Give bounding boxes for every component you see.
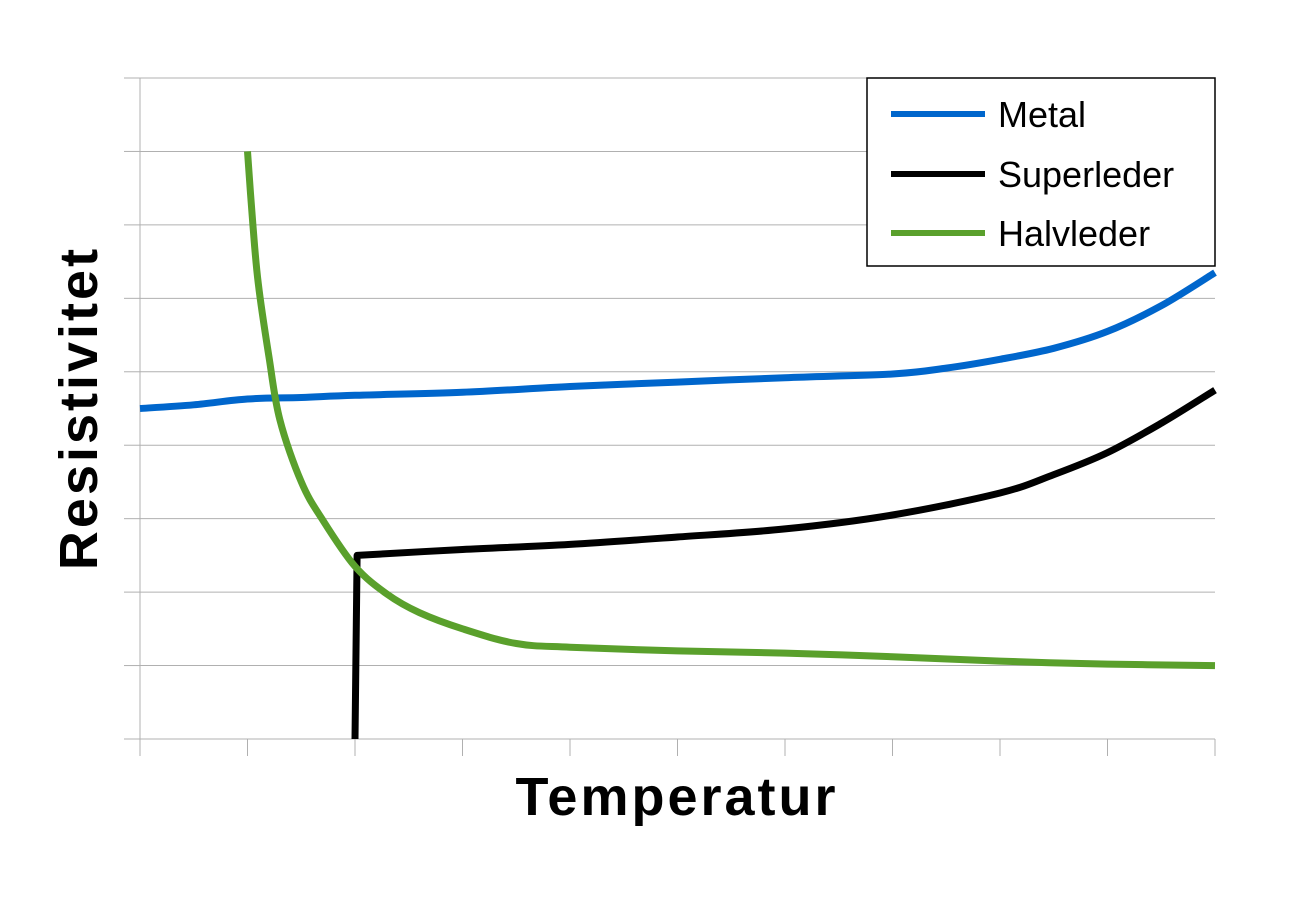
legend-label-superleder: Superleder bbox=[998, 154, 1174, 195]
axis-ticks bbox=[124, 77, 1216, 756]
series-lines bbox=[139, 151, 1217, 740]
legend: Metal Superleder Halvleder bbox=[866, 77, 1216, 267]
x-axis-title: Temperatur bbox=[515, 767, 838, 827]
series-line-metal bbox=[139, 269, 1217, 412]
legend-label-halvleder: Halvleder bbox=[998, 213, 1150, 254]
y-axis-title: Resistivitet bbox=[49, 246, 109, 570]
legend-label-metal: Metal bbox=[998, 94, 1086, 135]
series-line-halvleder bbox=[244, 151, 1216, 670]
series-line-superleder bbox=[351, 387, 1217, 740]
